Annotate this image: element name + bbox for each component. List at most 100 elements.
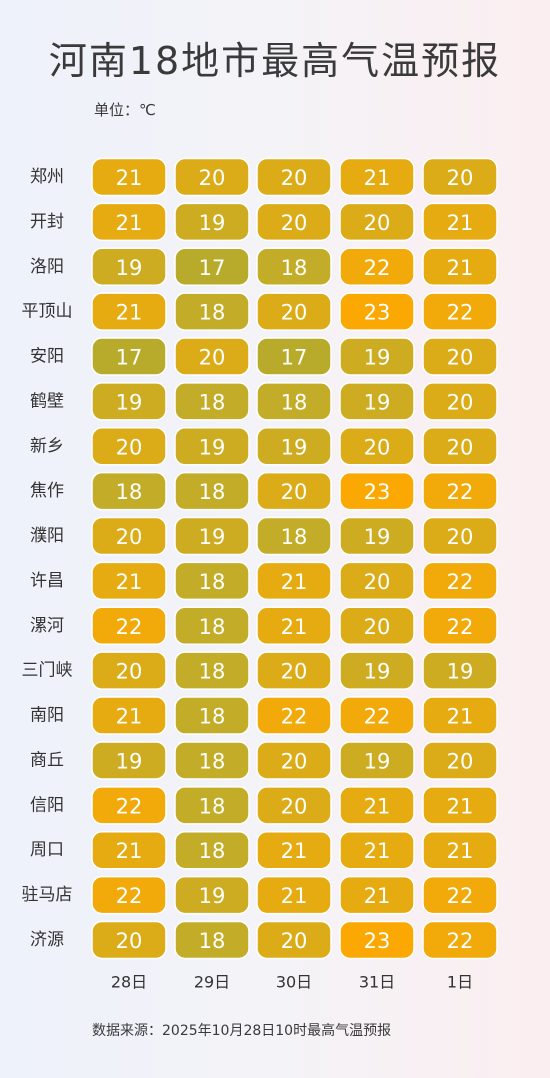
cell-value: 17 (116, 346, 143, 370)
heatmap-cell: 18 (174, 786, 250, 825)
cell-value: 21 (447, 211, 474, 235)
cell-box (91, 382, 167, 421)
cell-box (339, 516, 415, 556)
cell-box (422, 741, 498, 780)
column-label: 31日 (359, 973, 395, 992)
cell-value: 22 (447, 570, 474, 594)
cell-box (339, 606, 415, 646)
heatmap-cell: 21 (422, 202, 498, 242)
cell-box (422, 427, 498, 466)
cell-box (256, 561, 332, 601)
cell-box (256, 516, 332, 556)
heatmap-cell: 21 (256, 606, 332, 646)
heatmap-cell: 20 (339, 202, 415, 242)
heatmap-cell: 20 (339, 606, 415, 646)
cell-value: 22 (116, 884, 143, 908)
heatmap-cell: 20 (256, 651, 332, 690)
cell-value: 20 (199, 166, 226, 190)
cell-value: 18 (199, 301, 226, 325)
cell-value: 20 (281, 166, 308, 190)
cell-value: 17 (199, 256, 226, 280)
cell-box (256, 920, 332, 960)
row-label: 信阳 (30, 795, 64, 815)
cell-value: 20 (364, 615, 391, 639)
row-label: 南阳 (30, 706, 64, 726)
cell-box (174, 382, 250, 421)
heatmap-cell: 18 (174, 471, 250, 511)
cell-box (256, 786, 332, 825)
cell-value: 21 (116, 166, 143, 190)
row-label: 周口 (30, 840, 64, 860)
cell-value: 21 (364, 839, 391, 863)
heatmap-cell: 18 (174, 651, 250, 690)
cell-box (91, 202, 167, 242)
cell-box (256, 157, 332, 197)
cell-value: 23 (364, 480, 391, 504)
heatmap-cell: 19 (339, 516, 415, 556)
row-label: 濮阳 (30, 526, 64, 546)
heatmap-cell: 19 (339, 382, 415, 421)
heatmap-cell: 20 (174, 157, 250, 197)
cell-box (174, 292, 250, 331)
row-label: 洛阳 (30, 257, 64, 277)
row-label: 商丘 (30, 750, 64, 770)
heatmap-cell: 22 (422, 471, 498, 511)
heatmap-cell: 18 (91, 471, 167, 511)
cell-box (422, 157, 498, 197)
cell-value: 19 (364, 525, 391, 549)
cell-box (339, 561, 415, 601)
chart-title: 河南18地市最高气温预报 (48, 39, 502, 83)
cell-value: 20 (447, 390, 474, 414)
cell-box (256, 741, 332, 780)
heatmap-cell: 22 (422, 920, 498, 960)
heatmap-cell: 21 (256, 830, 332, 870)
heatmap-cell: 19 (174, 516, 250, 556)
cell-value: 20 (281, 929, 308, 953)
cell-box (174, 157, 250, 197)
cell-box (91, 247, 167, 287)
row-label: 济源 (30, 930, 64, 950)
cell-value: 18 (281, 390, 308, 414)
cell-box (174, 516, 250, 556)
cell-value: 17 (281, 346, 308, 370)
cell-box (339, 427, 415, 466)
cell-value: 18 (199, 390, 226, 414)
cell-box (256, 427, 332, 466)
heatmap-cell: 20 (174, 337, 250, 376)
heatmap-cell: 19 (256, 427, 332, 466)
cell-box (339, 696, 415, 735)
column-label: 28日 (111, 973, 147, 992)
heatmap-cell: 18 (256, 516, 332, 556)
heatmap-cell: 21 (91, 830, 167, 870)
cell-box (422, 561, 498, 601)
row-label: 漯河 (30, 616, 64, 636)
cell-value: 20 (364, 435, 391, 459)
cell-box (91, 337, 167, 376)
cell-value: 20 (447, 346, 474, 370)
cell-value: 21 (116, 301, 143, 325)
row-label: 驻马店 (22, 885, 73, 905)
cell-value: 21 (116, 211, 143, 235)
row-label: 平顶山 (22, 302, 73, 322)
cell-box (174, 786, 250, 825)
heatmap-cell: 18 (174, 606, 250, 646)
cell-value: 19 (199, 884, 226, 908)
cell-box (256, 875, 332, 915)
heatmap-cell: 22 (422, 606, 498, 646)
cell-box (422, 516, 498, 556)
cell-value: 20 (116, 660, 143, 684)
cell-value: 19 (199, 435, 226, 459)
cell-value: 19 (364, 660, 391, 684)
heatmap-cell: 17 (256, 337, 332, 376)
cell-value: 20 (116, 525, 143, 549)
cell-value: 18 (199, 929, 226, 953)
cell-value: 19 (116, 256, 143, 280)
heatmap-cell: 21 (91, 561, 167, 601)
cell-value: 20 (281, 211, 308, 235)
cell-value: 19 (364, 390, 391, 414)
heatmap-cell: 20 (91, 920, 167, 960)
heatmap-cell: 22 (422, 292, 498, 331)
cell-box (256, 247, 332, 287)
heatmap-cell: 21 (422, 786, 498, 825)
cell-box (91, 471, 167, 511)
